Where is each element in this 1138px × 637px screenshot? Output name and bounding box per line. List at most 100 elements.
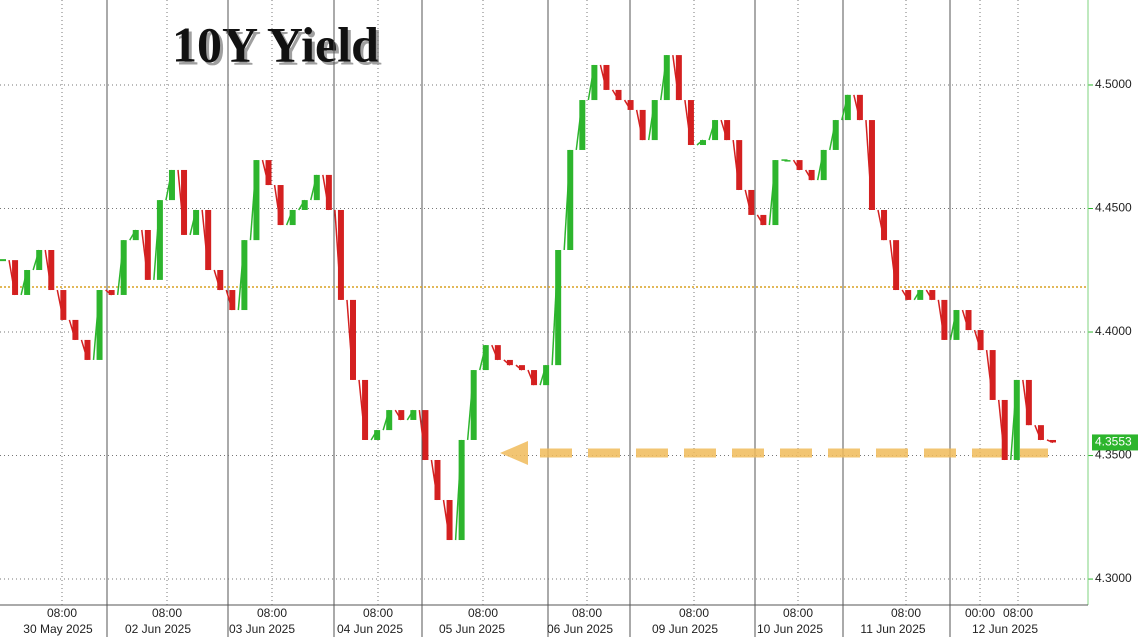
candle bbox=[506, 359, 513, 366]
candle bbox=[12, 260, 19, 295]
candle bbox=[820, 149, 827, 181]
date-label: 04 Jun 2025 bbox=[337, 622, 403, 636]
chart-title: 10Y Yield bbox=[172, 16, 379, 72]
candle bbox=[1025, 379, 1032, 426]
candle bbox=[1001, 399, 1008, 460]
candle bbox=[24, 270, 31, 295]
date-label: 12 Jun 2025 bbox=[972, 622, 1038, 636]
date-label: 11 Jun 2025 bbox=[860, 622, 925, 636]
candle bbox=[229, 290, 236, 311]
y-tick-label: 4.3500 bbox=[1095, 448, 1132, 462]
candle bbox=[144, 229, 151, 280]
candle bbox=[410, 410, 417, 420]
candle bbox=[470, 370, 477, 440]
candle bbox=[724, 120, 731, 141]
candle bbox=[217, 270, 224, 291]
y-tick-label: 4.5000 bbox=[1095, 77, 1132, 91]
candle bbox=[700, 140, 706, 146]
x-tick-label: 08:00 bbox=[1003, 606, 1033, 620]
y-tick-label: 4.4000 bbox=[1095, 324, 1132, 338]
candle bbox=[905, 290, 912, 300]
candle bbox=[965, 310, 972, 331]
candle bbox=[458, 439, 465, 541]
candle bbox=[989, 350, 996, 400]
candle bbox=[579, 100, 586, 150]
candle bbox=[1013, 379, 1020, 460]
x-tick-label: 08:00 bbox=[679, 606, 709, 620]
candle bbox=[651, 100, 658, 141]
candle bbox=[120, 240, 127, 295]
candle bbox=[881, 209, 888, 241]
candle bbox=[132, 229, 139, 241]
candle bbox=[434, 459, 441, 501]
candle bbox=[977, 330, 984, 351]
candle bbox=[627, 100, 634, 110]
candle bbox=[615, 89, 622, 101]
date-label: 30 May 2025 bbox=[23, 622, 93, 636]
last-value-label: 4.3553 bbox=[1095, 435, 1132, 449]
candle bbox=[168, 169, 175, 201]
candle bbox=[482, 345, 489, 371]
date-label: 09 Jun 2025 bbox=[652, 622, 718, 636]
candle bbox=[386, 410, 393, 431]
candle bbox=[941, 299, 948, 340]
x-tick-label: 08:00 bbox=[47, 606, 77, 620]
candle bbox=[748, 189, 755, 215]
candle bbox=[953, 310, 960, 340]
candle bbox=[772, 160, 779, 226]
candle bbox=[265, 160, 272, 186]
x-tick-label: 08:00 bbox=[891, 606, 921, 620]
candle bbox=[531, 370, 538, 386]
candle bbox=[289, 209, 296, 226]
candle bbox=[0, 259, 6, 262]
candle bbox=[844, 94, 851, 121]
x-tick-label: 08:00 bbox=[152, 606, 182, 620]
candle bbox=[518, 365, 525, 371]
candle bbox=[639, 109, 646, 141]
date-label: 02 Jun 2025 bbox=[125, 622, 191, 636]
candle bbox=[832, 120, 839, 150]
candle bbox=[422, 410, 429, 460]
date-label: 03 Jun 2025 bbox=[229, 622, 295, 636]
candle bbox=[591, 64, 598, 101]
candle bbox=[108, 290, 115, 295]
candle bbox=[241, 240, 248, 311]
candle bbox=[48, 250, 55, 291]
candle bbox=[96, 290, 103, 360]
candle bbox=[868, 120, 875, 210]
candle bbox=[893, 240, 900, 291]
candle bbox=[156, 200, 163, 280]
x-tick-label: 00:00 bbox=[965, 606, 995, 620]
date-label: 10 Jun 2025 bbox=[757, 622, 823, 636]
candle bbox=[277, 185, 284, 226]
candle bbox=[543, 365, 550, 386]
candle bbox=[84, 339, 91, 360]
candle bbox=[325, 174, 332, 210]
candle bbox=[253, 160, 260, 241]
candle bbox=[856, 94, 863, 121]
candle bbox=[36, 250, 43, 271]
last-value-box bbox=[1092, 434, 1138, 451]
candle bbox=[712, 120, 719, 141]
x-tick-label: 08:00 bbox=[783, 606, 813, 620]
candle bbox=[675, 55, 682, 101]
candle bbox=[1050, 439, 1056, 443]
candle bbox=[736, 140, 743, 190]
candle bbox=[555, 250, 562, 366]
x-tick-label: 08:00 bbox=[363, 606, 393, 620]
y-tick-label: 4.3000 bbox=[1095, 571, 1132, 585]
candle bbox=[929, 290, 936, 300]
candle bbox=[398, 410, 405, 420]
candle bbox=[784, 160, 791, 162]
date-label: 05 Jun 2025 bbox=[439, 622, 505, 636]
candle bbox=[808, 169, 815, 181]
candle bbox=[917, 290, 924, 300]
x-tick-label: 08:00 bbox=[257, 606, 287, 620]
candle bbox=[205, 209, 212, 271]
x-tick-label: 08:00 bbox=[572, 606, 602, 620]
y-tick-label: 4.4500 bbox=[1095, 201, 1132, 215]
candle bbox=[567, 149, 574, 251]
candle bbox=[362, 379, 369, 440]
candle bbox=[313, 174, 320, 201]
